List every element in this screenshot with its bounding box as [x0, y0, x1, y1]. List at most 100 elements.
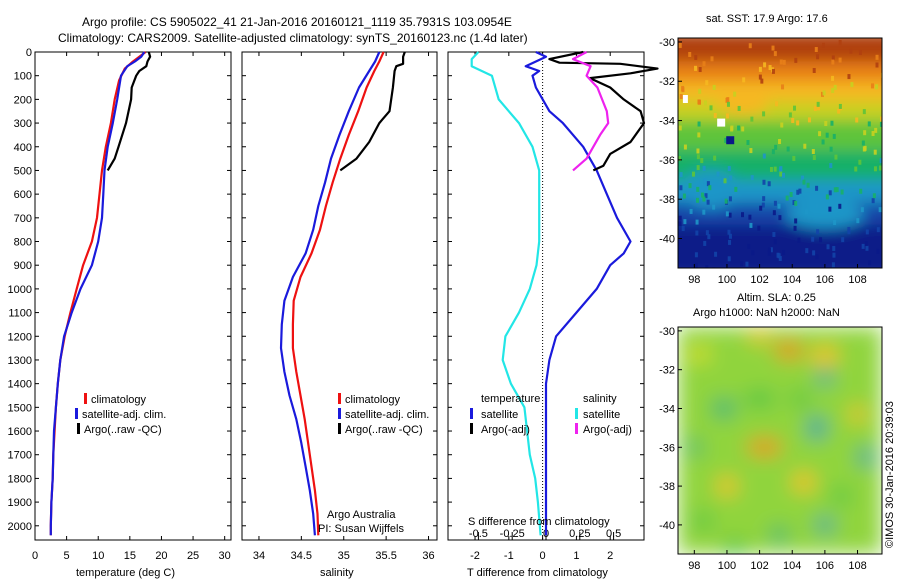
salinity-axes: [241, 51, 438, 541]
sst-pixel: [742, 77, 746, 83]
series-line-satellite-adj-clim-: [279, 51, 381, 536]
sst-pixel: [762, 196, 766, 202]
temperature-legend: climatology satellite-adj. clim. Argo(..…: [75, 393, 166, 436]
temperature-axes: [34, 51, 232, 541]
sst-pixel: [831, 59, 835, 65]
sst-pixel: [723, 178, 727, 184]
legend-label-climatology: climatology: [91, 394, 147, 406]
x-tick-label: 35.5: [375, 550, 396, 562]
legend-swatch-satellite: [75, 408, 78, 419]
sla-blob: [814, 516, 835, 533]
sst-pixel: [759, 205, 763, 211]
sst-pixel: [769, 247, 773, 253]
sst-pixel: [861, 243, 865, 249]
legend-swatch-s-argo: [575, 423, 578, 434]
sla-blob: [810, 346, 839, 367]
sst-pixel: [834, 154, 838, 160]
y-tick-label: -38: [659, 481, 675, 493]
sst-pixel: [880, 116, 882, 122]
sst-pixel: [812, 154, 816, 160]
y-tick-label: -34: [659, 403, 675, 415]
sst-pixel: [694, 263, 698, 268]
sst-pixel: [749, 222, 753, 228]
sst-pixel: [812, 250, 816, 256]
sla-blob: [743, 390, 776, 407]
sst-pixel: [737, 105, 741, 111]
sst-pixel: [695, 230, 699, 236]
sst-pixel: [858, 159, 862, 165]
sst-pixel: [791, 117, 795, 123]
y-tick-label: -30: [659, 37, 675, 49]
x-tick-label: 102: [750, 274, 768, 286]
sst-pixel: [814, 47, 818, 53]
sst-pixel: [828, 190, 832, 196]
sla-blob: [849, 405, 866, 424]
sla-blob: [692, 513, 713, 530]
legend-swatch-argo: [77, 423, 80, 434]
sst-pixel: [771, 45, 775, 51]
sst-pixel: [778, 256, 782, 262]
sst-pixel: [876, 227, 880, 233]
sst-pixel: [780, 122, 784, 128]
sst-pixel: [815, 254, 819, 260]
sst-pixel: [745, 261, 749, 267]
sst-pixel: [815, 185, 819, 191]
sst-pixel: [678, 215, 682, 221]
sst-pixel: [750, 116, 754, 122]
sst-pixel: [702, 196, 706, 202]
sst-pixel: [681, 85, 685, 91]
sla-blob: [791, 472, 816, 493]
sst-pixel: [698, 88, 702, 94]
y-tick-label: 200: [14, 94, 32, 106]
sst-pixel: [705, 80, 709, 86]
sst-pixel: [741, 126, 745, 132]
y-tick-label: -30: [659, 326, 675, 338]
sst-pixel: [816, 229, 820, 235]
sst-pixel: [832, 252, 836, 258]
sst-pixel: [830, 120, 834, 126]
y-tick-label: -36: [659, 155, 675, 167]
x-tick-label: 100: [718, 274, 736, 286]
sst-pixel: [679, 172, 683, 178]
sst-pixel: [824, 120, 828, 126]
sst-pixel: [870, 83, 874, 89]
series-line-salinity-satellite: [470, 51, 542, 536]
sst-pixel: [874, 127, 878, 133]
sst-pixel: [683, 144, 687, 150]
x-tick-label: 30: [219, 550, 231, 562]
sla-blob: [716, 476, 737, 497]
sst-pixel: [778, 139, 782, 145]
sst-pixel: [761, 202, 765, 208]
sst-pixel: [775, 101, 779, 107]
x-tick-label: 15: [124, 550, 136, 562]
sst-pixel: [750, 175, 754, 181]
sst-pixel: [831, 262, 835, 268]
sla-blob: [774, 341, 803, 360]
sst-pixel: [794, 57, 798, 63]
sst-pixel: [695, 219, 699, 225]
sst-pixel: [679, 94, 683, 100]
legend-label-argo: Argo(..raw -QC): [84, 424, 162, 436]
sst-pixel: [828, 206, 832, 212]
sst-pixel: [760, 78, 764, 84]
x-tick-label: 10: [92, 550, 104, 562]
sst-pixel: [865, 245, 869, 251]
sst-pixel: [789, 192, 793, 198]
sst-pixel: [696, 148, 700, 154]
sst-map: sat. SST: 17.9 Argo: 17.6 98 100 102 104 106…: [659, 13, 883, 286]
sst-pixel: [786, 146, 790, 152]
salinity-plot: 34 34.5 35 35.5 36: [242, 51, 437, 562]
sst-pixel: [773, 51, 777, 57]
sst-pixel: [813, 105, 817, 111]
y-tick-label: -36: [659, 442, 675, 454]
sst-pixel: [733, 91, 737, 97]
sst-pixel: [705, 265, 709, 268]
sst-pixel: [694, 252, 698, 258]
x-tick-label: 0: [32, 550, 38, 562]
sst-pixel: [737, 125, 741, 131]
sst-pixel: [867, 121, 871, 127]
sst-pixel: [856, 218, 860, 224]
sst-pixel: [871, 198, 875, 204]
sst-pixel: [716, 171, 720, 177]
